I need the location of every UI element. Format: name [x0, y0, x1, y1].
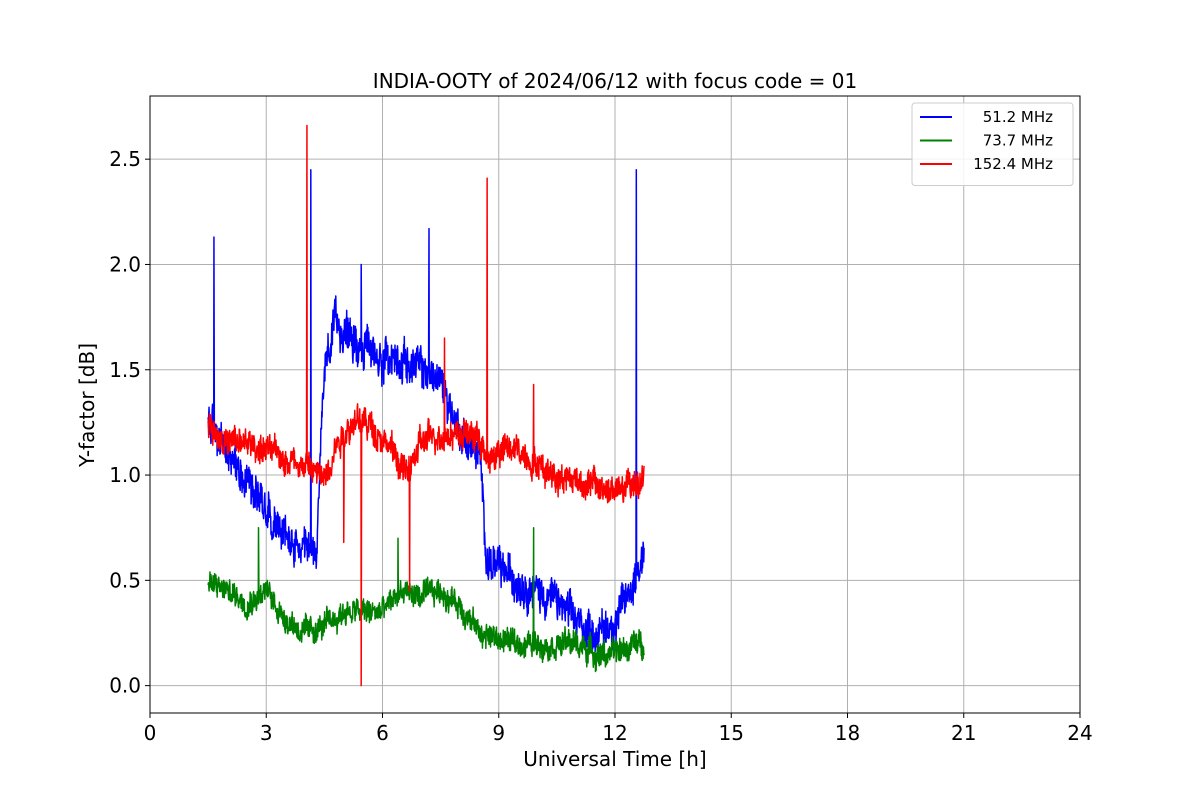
series-line-2 — [207, 526, 645, 673]
legend-box — [911, 102, 1074, 186]
axis-ticks: 0 3 6 9 12 15 18 21 24 0.0 0.5 1.0 1.5 2.0 2.5 — [109, 147, 1093, 745]
y-tick-label: 2.5 — [109, 147, 141, 171]
y-axis-title: Y-factor [dB] — [75, 343, 99, 468]
y-tick-label: 1.0 — [109, 463, 141, 487]
y-tick-label: 0.0 — [109, 674, 141, 698]
legend-label: 51.2 MHz — [983, 108, 1053, 126]
plot-series — [207, 124, 645, 687]
x-tick-label: 15 — [719, 721, 744, 745]
y-tick-label: 2.0 — [109, 252, 141, 276]
x-tick-label: 18 — [835, 721, 860, 745]
legend-label: 73.7 MHz — [983, 132, 1053, 150]
chart-title: INDIA-OOTY of 2024/06/12 with focus code… — [373, 69, 857, 93]
y-tick-label: 0.5 — [109, 568, 141, 592]
x-tick-label: 6 — [376, 721, 389, 745]
x-tick-label: 21 — [951, 721, 976, 745]
series-line-3 — [207, 124, 645, 687]
series-line-1 — [207, 168, 645, 653]
x-tick-label: 9 — [492, 721, 505, 745]
x-tick-label: 3 — [260, 721, 273, 745]
legend: 51.2 MHz 73.7 MHz 152.4 MHz — [911, 102, 1074, 186]
x-axis-title: Universal Time [h] — [523, 747, 706, 771]
x-tick-label: 24 — [1067, 721, 1092, 745]
x-tick-label: 0 — [144, 721, 157, 745]
legend-label: 152.4 MHz — [973, 155, 1053, 173]
y-tick-label: 1.5 — [109, 358, 141, 382]
x-tick-label: 12 — [602, 721, 627, 745]
